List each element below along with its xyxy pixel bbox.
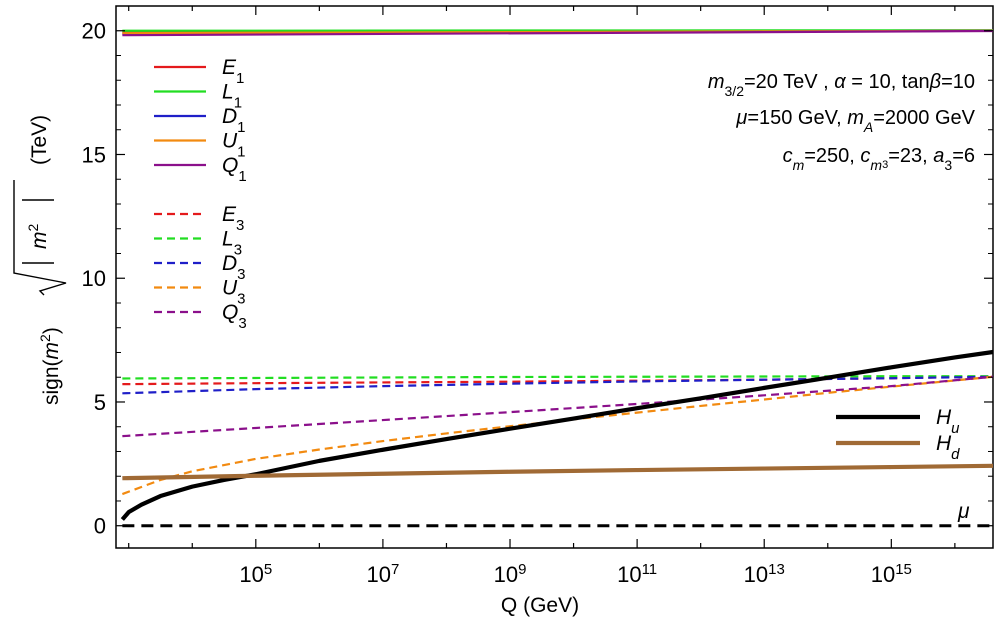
legend-entry-hd: Hd: [836, 432, 960, 463]
annot-line-2: μ=150 GeV, mA=2000 GeV: [735, 107, 975, 135]
y-tick-label: 15: [82, 142, 106, 167]
y-tick-label: 5: [94, 390, 106, 415]
legend-label: E1: [222, 56, 244, 87]
series-line-hu: [120, 349, 994, 521]
series-line-l3-dashed: [122, 375, 993, 380]
y-tick-label: 10: [82, 266, 106, 291]
legend-label: L3: [222, 228, 242, 259]
legend-label: Hu: [936, 406, 960, 437]
legend-entry-l1: L1: [154, 81, 242, 112]
y-title-root-m: m: [28, 232, 51, 250]
legend-label: E3: [222, 203, 244, 234]
legend-entry-q1: Q1: [154, 154, 247, 185]
series-layer: [120, 29, 994, 528]
legend-entry-d3-dashed: D3: [154, 252, 246, 283]
legend-label: Hd: [936, 432, 960, 463]
series-line-hd: [122, 463, 994, 481]
x-tick-label: 107: [366, 561, 399, 588]
series-line-d3-dashed: [122, 375, 994, 395]
legend-label: U3: [222, 277, 246, 308]
y-title-prefix: sign(: [40, 359, 63, 405]
x-tick-label: 109: [494, 561, 527, 588]
x-axis-title: Q (GeV): [501, 594, 579, 617]
y-title-close: ): [40, 327, 63, 334]
legend-label: D3: [222, 252, 246, 283]
legend-entry-u1: U1: [154, 130, 246, 161]
y-axis-title: sign(m2) m2 (TeV): [13, 115, 67, 405]
series-line-q1: [122, 29, 994, 37]
legend-label: D1: [222, 105, 246, 136]
legend-entry-l3-dashed: L3: [154, 228, 242, 259]
y-title-unit: (TeV): [28, 115, 51, 165]
legend-entry-u3-dashed: U3: [154, 277, 246, 308]
sqrt-sign: [13, 180, 67, 296]
legend-label: L1: [222, 81, 242, 112]
legend-label: Q1: [222, 154, 247, 185]
mu-line-label: μ: [957, 500, 970, 523]
legend-label: Q3: [222, 301, 247, 332]
annot-line-1: m3/2=20 TeV , α = 10, tanβ=10: [708, 71, 975, 99]
legend-entry-hu: Hu: [836, 406, 960, 437]
legend-entry-d1: D1: [154, 105, 246, 136]
x-tick-label: 105: [239, 561, 272, 588]
x-tick-label: 1015: [871, 561, 912, 588]
series-line-u3-dashed: [121, 375, 994, 496]
svg-text:sign(m2): sign(m2): [37, 327, 63, 405]
legend-entry-e1: E1: [154, 56, 244, 87]
y-title-sup: 2: [37, 334, 53, 342]
y-title-root-sup: 2: [25, 224, 41, 232]
legend-label: U1: [222, 130, 246, 161]
legend-entry-q3-dashed: Q3: [154, 301, 247, 332]
x-tick-label: 1013: [744, 561, 785, 588]
x-tick-label: 1011: [617, 561, 657, 588]
y-title-m: m: [40, 342, 63, 360]
y-tick-label: 0: [94, 514, 106, 539]
y-tick-label: 20: [82, 19, 106, 44]
annot-line-3: cm=250, cm3=23, a3=6: [783, 145, 975, 173]
svg-text:m2: m2: [25, 224, 51, 250]
parameter-annotation: m3/2=20 TeV , α = 10, tanβ=10 μ=150 GeV,…: [708, 71, 976, 173]
legend-entry-e3-dashed: E3: [154, 203, 244, 234]
